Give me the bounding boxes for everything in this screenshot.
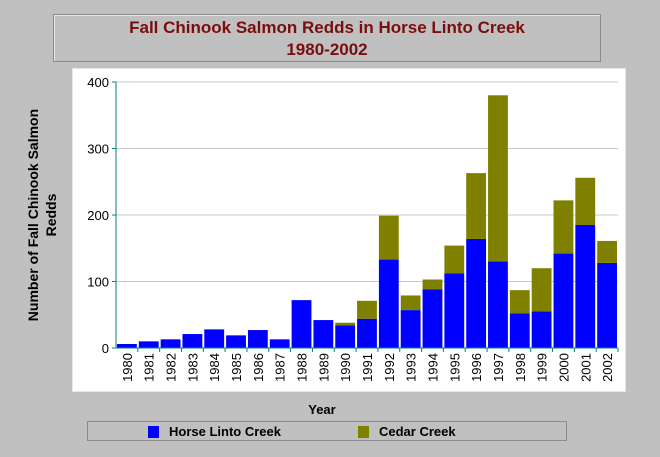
legend-swatch-horse-linto — [148, 425, 159, 438]
bar-horse-linto — [444, 273, 465, 348]
bar-horse-linto — [117, 344, 137, 348]
bar-horse-linto — [575, 224, 596, 348]
bar-cedar — [531, 268, 552, 312]
x-tick-label: 1983 — [185, 353, 200, 382]
bar-cedar — [553, 200, 574, 254]
bar-cedar — [378, 215, 399, 260]
bar-cedar — [466, 173, 487, 239]
x-tick-label: 2002 — [600, 353, 615, 382]
bar-horse-linto — [138, 341, 159, 348]
bar-horse-linto — [597, 262, 617, 348]
x-tick-label: 1981 — [142, 353, 157, 382]
bar-horse-linto — [313, 320, 334, 348]
x-tick-label: 1991 — [360, 353, 375, 382]
bar-cedar — [422, 279, 443, 290]
chart-title-box: Fall Chinook Salmon Redds in Horse Linto… — [53, 14, 601, 62]
x-tick-label: 1988 — [295, 353, 310, 382]
bar-horse-linto — [160, 339, 181, 348]
bar-cedar — [357, 300, 377, 319]
bar-cedar — [509, 290, 530, 314]
x-tick-label: 1982 — [164, 353, 179, 382]
bar-cedar — [400, 295, 421, 311]
legend-swatch-cedar — [358, 425, 369, 438]
legend-item-horse-linto: Horse Linto Creek — [148, 424, 281, 439]
bar-horse-linto — [247, 330, 268, 348]
x-tick-label: 1984 — [207, 353, 222, 382]
x-tick-label: 1996 — [469, 353, 484, 382]
y-tick-label: 0 — [102, 341, 109, 356]
bar-horse-linto — [553, 253, 574, 348]
x-tick-label: 1999 — [535, 353, 550, 382]
bar-horse-linto — [182, 334, 203, 348]
x-tick-label: 1990 — [338, 353, 353, 382]
x-tick-label: 1989 — [316, 353, 331, 382]
bar-horse-linto — [291, 300, 312, 348]
legend: Horse Linto Creek Cedar Creek — [87, 421, 567, 441]
bar-horse-linto — [335, 325, 356, 348]
chart-title: Fall Chinook Salmon Redds in Horse Linto… — [129, 18, 525, 37]
x-tick-label: 2000 — [556, 353, 571, 382]
legend-item-cedar: Cedar Creek — [358, 424, 456, 439]
x-tick-label: 1997 — [491, 353, 506, 382]
legend-label-cedar: Cedar Creek — [379, 424, 456, 439]
bar-horse-linto — [357, 318, 377, 348]
bar-horse-linto — [269, 339, 290, 348]
x-tick-label: 1987 — [273, 353, 288, 382]
y-tick-label: 300 — [87, 142, 109, 157]
bar-horse-linto — [378, 259, 399, 348]
bar-horse-linto — [400, 310, 421, 348]
bar-horse-linto — [509, 313, 530, 348]
bar-horse-linto — [204, 329, 225, 348]
x-tick-label: 1998 — [513, 353, 528, 382]
bar-horse-linto — [226, 335, 246, 348]
y-tick-label: 400 — [87, 75, 109, 90]
bar-horse-linto — [466, 238, 487, 348]
x-tick-label: 1985 — [229, 353, 244, 382]
x-tick-label: 1995 — [447, 353, 462, 382]
y-tick-label: 100 — [87, 275, 109, 290]
x-tick-label: 1994 — [425, 353, 440, 382]
x-axis-label: Year — [308, 402, 336, 417]
bar-horse-linto — [422, 289, 443, 348]
bar-horse-linto — [488, 261, 508, 348]
bar-cedar — [488, 95, 508, 262]
bar-cedar — [597, 240, 617, 263]
bar-cedar — [444, 245, 465, 274]
chart-subtitle: 1980-2002 — [286, 40, 368, 59]
legend-label-horse-linto: Horse Linto Creek — [169, 424, 281, 439]
bar-cedar — [335, 322, 356, 326]
x-tick-label: 1992 — [382, 353, 397, 382]
bar-cedar — [575, 177, 596, 225]
x-tick-label: 1993 — [404, 353, 419, 382]
y-tick-label: 200 — [87, 208, 109, 223]
x-tick-label: 1980 — [120, 353, 135, 382]
x-tick-label: 1986 — [251, 353, 266, 382]
x-tick-label: 2001 — [578, 353, 593, 382]
bar-horse-linto — [531, 311, 552, 348]
